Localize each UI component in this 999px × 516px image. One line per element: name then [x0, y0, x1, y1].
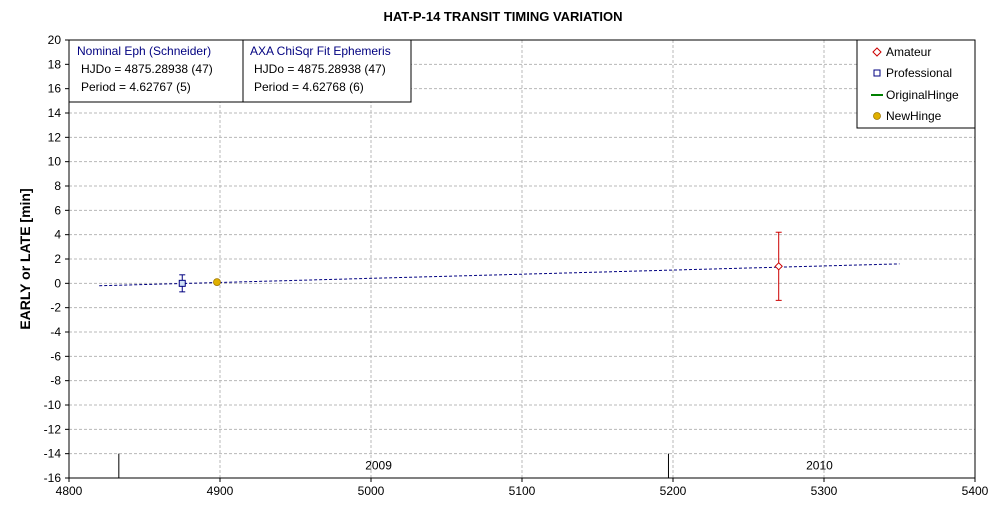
y-tick-label: -16 [44, 471, 62, 485]
info-box-nominal-frame [68, 39, 244, 103]
y-tick-label: -10 [44, 398, 62, 412]
info-box-fit-hjdo: HJDo = 4875.28938 (47) [254, 62, 386, 76]
y-tick-label: -14 [44, 447, 62, 461]
fit-line-group [99, 263, 900, 287]
y-axis-label: EARLY or LATE [min] [17, 188, 33, 329]
data-points [178, 231, 783, 301]
y-tick-label: -8 [50, 374, 61, 388]
y-tick-label: 18 [48, 57, 62, 71]
y-tick-label: 16 [48, 82, 62, 96]
y-tick-label: -12 [44, 422, 62, 436]
y-tick-label: 6 [54, 203, 61, 217]
legend-amateur-label: Amateur [886, 45, 931, 59]
x-tick-label: 4900 [207, 484, 234, 498]
professional-point [178, 279, 186, 287]
grid [69, 40, 975, 478]
x-tick-labels: 4800 4900 5000 5100 5200 5300 5400 [56, 478, 989, 498]
y-tick-label: -6 [50, 349, 61, 363]
y-tick-label: -2 [50, 301, 61, 315]
amateur-point [774, 262, 783, 271]
info-box-fit-frame [242, 39, 412, 103]
legend-professional-marker [873, 69, 881, 77]
x-tick-label: 4800 [56, 484, 83, 498]
y-tick-label: 14 [48, 106, 62, 120]
x-tick-label: 5100 [509, 484, 536, 498]
y-tick-label: 20 [48, 33, 62, 47]
year-markers: 2009 2010 [118, 453, 833, 478]
legend-professional-label: Professional [886, 66, 952, 80]
legend: Amateur Professional OriginalHinge NewHi… [856, 39, 976, 129]
legend-newhinge-label: NewHinge [886, 109, 942, 123]
x-tick-label: 5000 [358, 484, 385, 498]
fit-line [99, 263, 900, 287]
info-box-fit-period: Period = 4.62768 (6) [254, 80, 364, 94]
year-label: 2009 [365, 458, 392, 472]
newhinge-point [213, 278, 221, 287]
info-box-nominal-period: Period = 4.62767 (5) [81, 80, 191, 94]
year-label: 2010 [806, 458, 833, 472]
y-tick-label: 0 [54, 276, 61, 290]
chart-title: HAT-P-14 TRANSIT TIMING VARIATION [383, 9, 622, 24]
x-tick-label: 5200 [660, 484, 687, 498]
legend-newhinge-marker [873, 112, 881, 120]
y-tick-label: 12 [48, 130, 62, 144]
x-tick-label: 5400 [962, 484, 989, 498]
info-box-nominal-hjdo: HJDo = 4875.28938 (47) [81, 62, 213, 76]
legend-originalhinge-label: OriginalHinge [886, 88, 959, 102]
y-tick-label: 10 [48, 155, 62, 169]
y-tick-label: -4 [50, 325, 61, 339]
info-box-fit: AXA ChiSqr Fit Ephemeris HJDo = 4875.289… [242, 39, 412, 103]
info-box-nominal: Nominal Eph (Schneider) HJDo = 4875.2893… [68, 39, 244, 103]
info-box-nominal-title: Nominal Eph (Schneider) [77, 44, 211, 58]
y-tick-label: 8 [54, 179, 61, 193]
x-tick-label: 5300 [811, 484, 838, 498]
y-tick-label: 4 [54, 228, 61, 242]
legend-amateur-marker [872, 47, 882, 57]
y-tick-label: 2 [54, 252, 61, 266]
info-box-fit-title: AXA ChiSqr Fit Ephemeris [250, 44, 391, 58]
